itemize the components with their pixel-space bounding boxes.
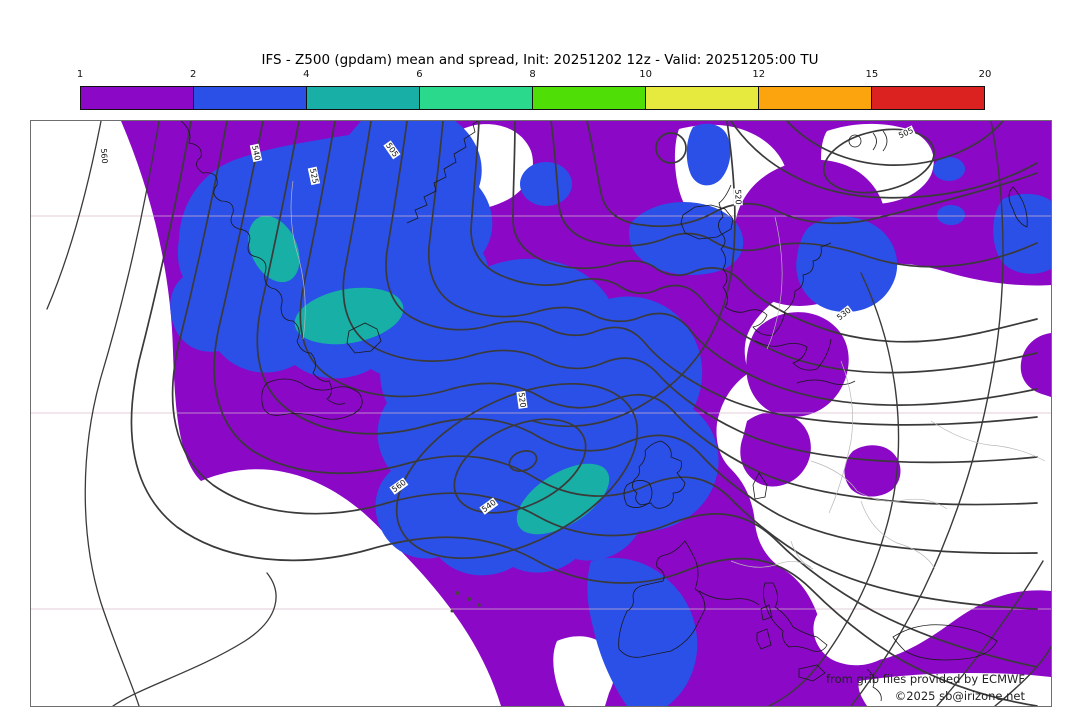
spread-colorbar: 1 2 4 6 8 10 12 15 20	[77, 69, 991, 110]
colorbar-tick-4: 4	[303, 69, 310, 80]
credit-copyright: ©2025 sb@irizone.net	[894, 689, 1025, 703]
border-layer	[290, 180, 1046, 570]
spread-blue-layer	[170, 121, 1051, 706]
contour-label-560: 560	[98, 147, 110, 165]
map-panel: 560 540 525 505 520 505 530 520 560 540 from grib…	[30, 120, 1052, 707]
colorbar-segment-4-6	[307, 87, 420, 109]
coastline-layer	[180, 121, 1028, 702]
graticule-lines	[31, 215, 1051, 610]
credit-ecmwf: from grib files provided by ECMWF	[826, 672, 1025, 686]
colorbar-tick-15: 15	[865, 69, 879, 80]
colorbar-segment-10-12	[646, 87, 759, 109]
colorbar-tick-8: 8	[529, 69, 536, 80]
colorbar-segment-2-4	[194, 87, 307, 109]
colorbar-segment-1-2	[81, 87, 194, 109]
colorbar-segments	[80, 86, 985, 110]
colorbar-segment-8-10	[533, 87, 646, 109]
colorbar-segment-6-8	[420, 87, 533, 109]
colorbar-segment-15-20	[872, 87, 984, 109]
colorbar-tick-6: 6	[416, 69, 423, 80]
z500-contour-layer	[46, 121, 1051, 706]
colorbar-tick-1: 1	[76, 69, 84, 80]
colorbar-tick-2: 2	[189, 69, 197, 80]
map-svg	[31, 121, 1051, 706]
colorbar-tick-20: 20	[978, 69, 992, 80]
colorbar-segment-12-15	[759, 87, 872, 109]
contour-label-520: 520	[733, 188, 743, 206]
colorbar-tick-12: 12	[752, 69, 766, 80]
chart-title: IFS - Z500 (gpdam) mean and spread, Init…	[261, 52, 819, 68]
colorbar-tick-10: 10	[639, 69, 652, 80]
